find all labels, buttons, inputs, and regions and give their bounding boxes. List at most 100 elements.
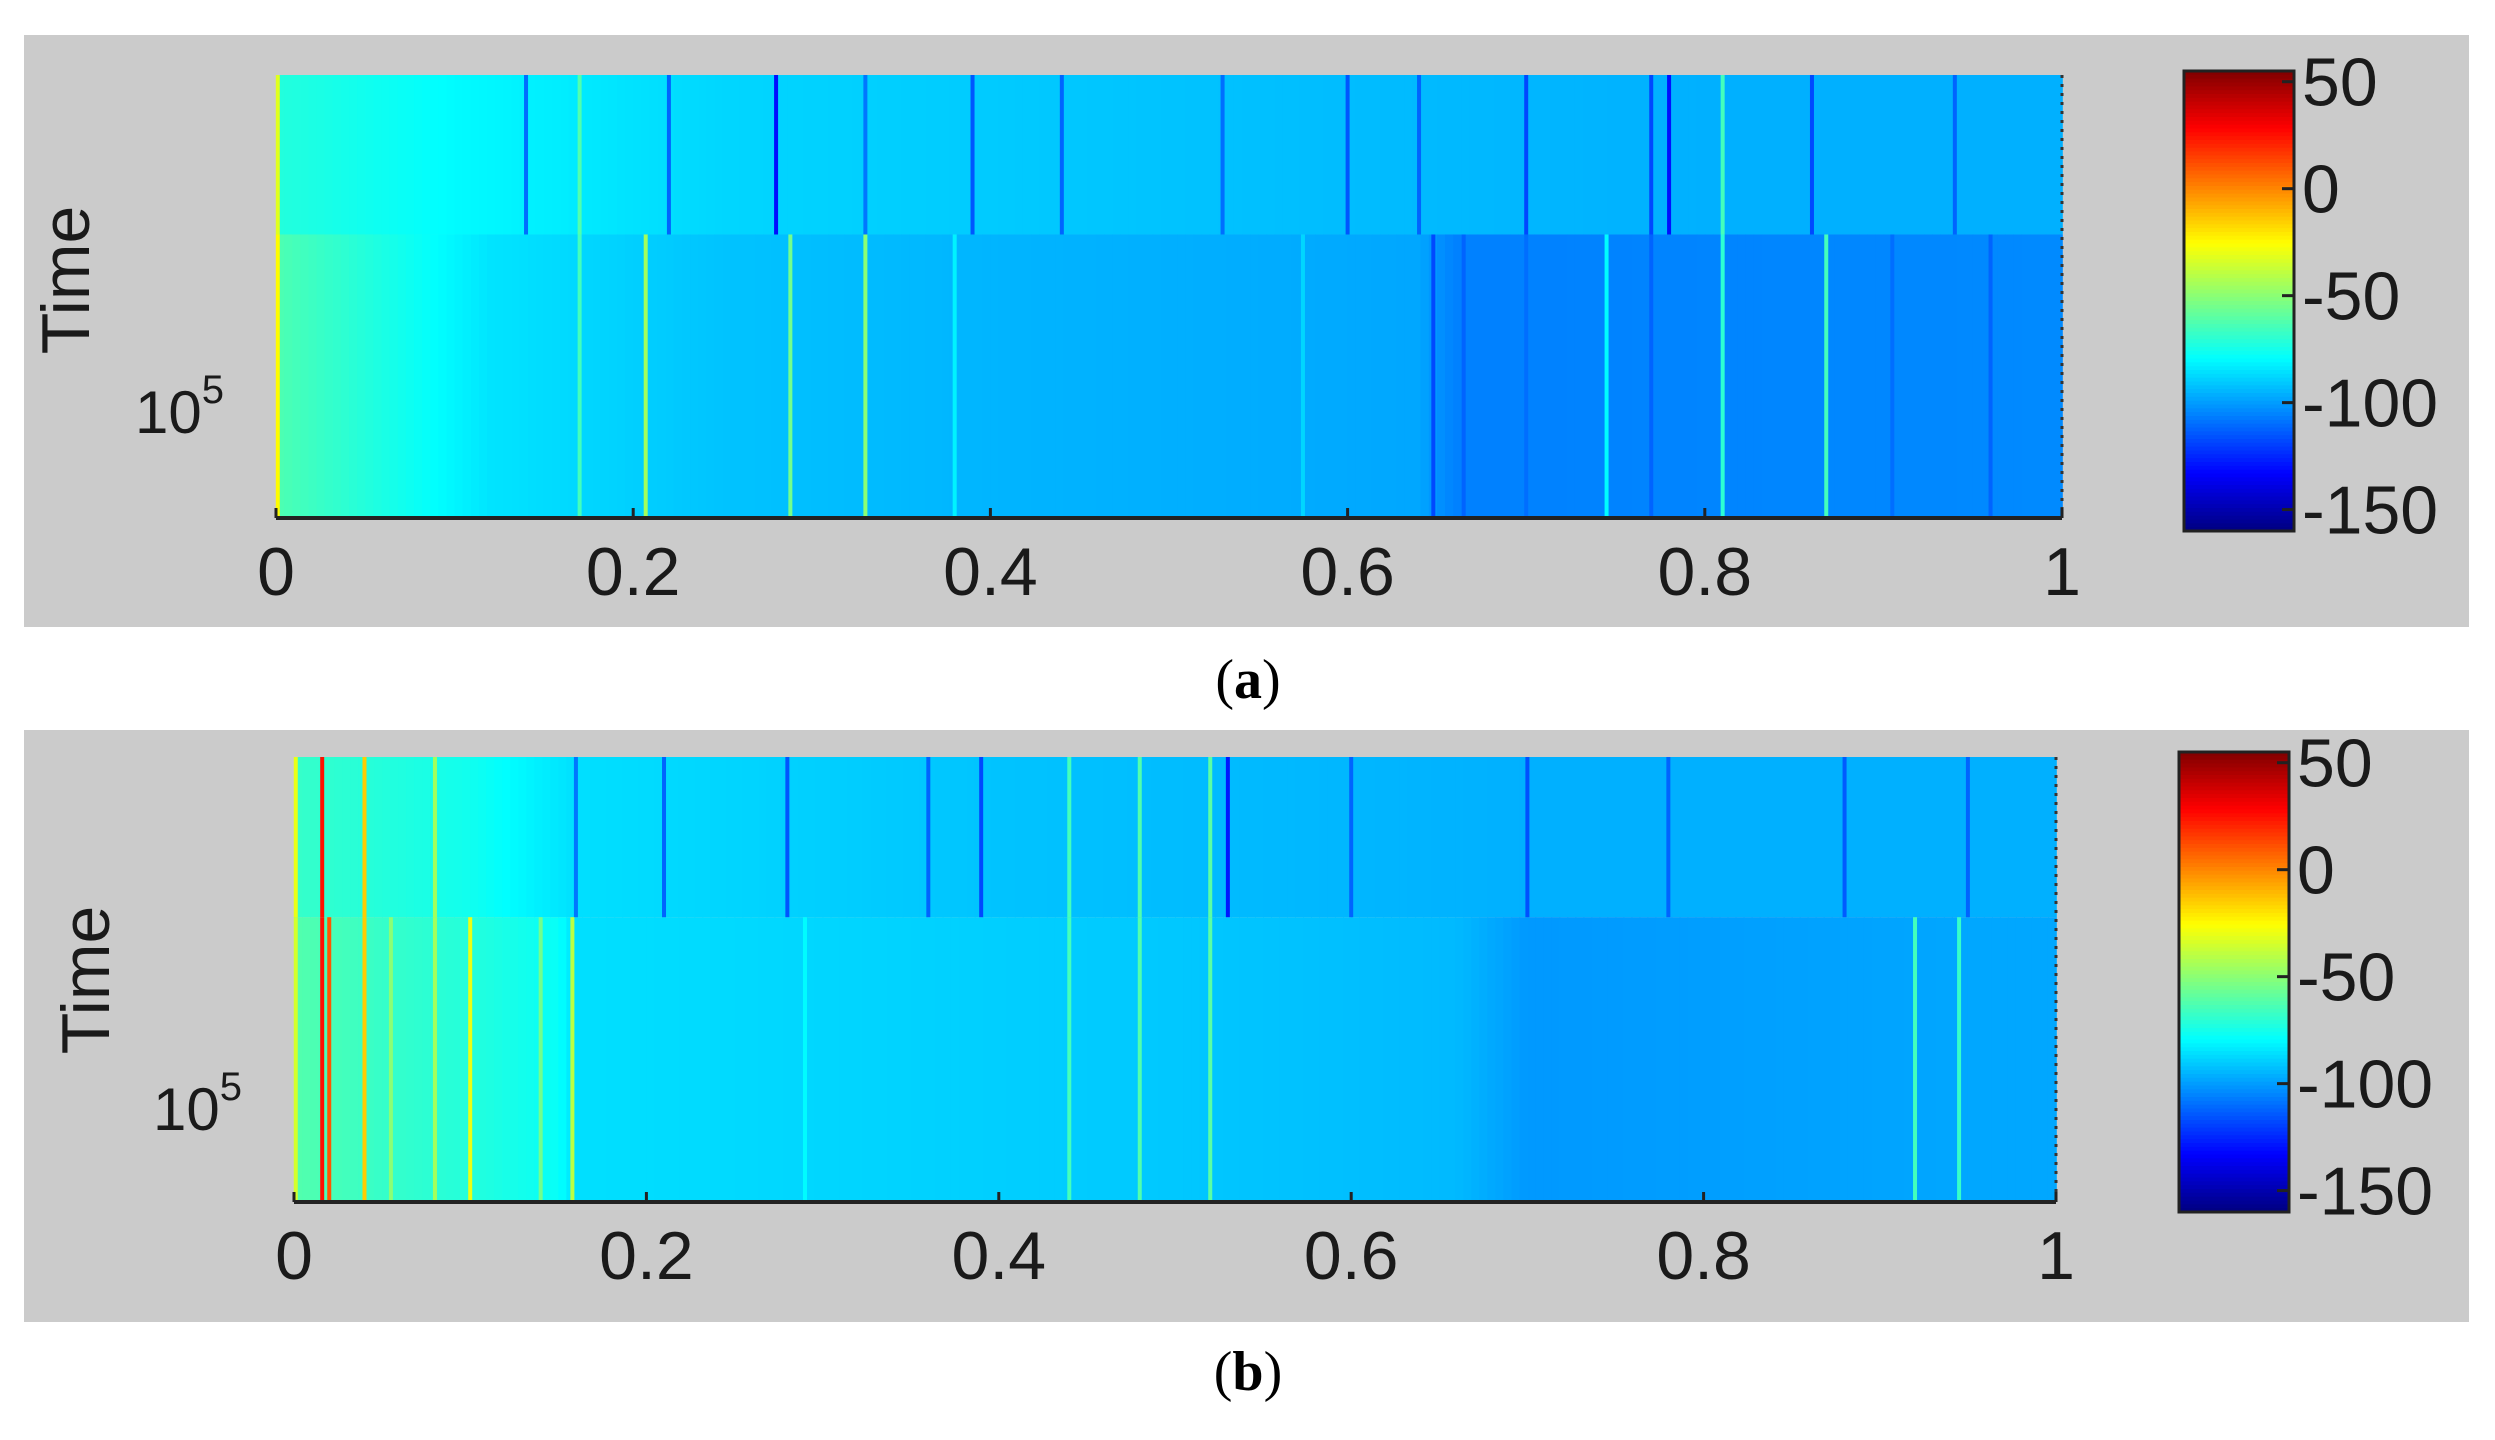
heatmap-cell-bottom: [1956, 234, 1966, 519]
caption-a-close: ): [1262, 649, 1281, 711]
colorbar-segment: [2179, 847, 2289, 853]
y-axis-label: Time: [28, 206, 104, 355]
heatmap-cell-bottom: [694, 917, 704, 1202]
colorbar-segment: [2184, 350, 2294, 356]
heatmap-cell-bottom: [560, 234, 570, 519]
heatmap-line-bottom: [1461, 234, 1466, 519]
colorbar-segment: [2184, 151, 2294, 156]
colorbar-tick-label: -100: [2302, 366, 2438, 442]
heatmap-cell-top: [1509, 75, 1519, 235]
colorbar-segment: [2179, 778, 2289, 784]
heatmap-cell-bottom: [592, 234, 602, 519]
heatmap-cell-bottom: [1743, 917, 1753, 1202]
heatmap-cell-top: [673, 75, 683, 235]
colorbar-segment: [2179, 763, 2289, 768]
heatmap-cell-top: [1199, 757, 1208, 918]
heatmap-cell-top: [1371, 75, 1381, 235]
colorbar-segment: [2179, 867, 2289, 872]
heatmap-cell-top: [294, 757, 303, 918]
colorbar-segment: [2184, 358, 2294, 363]
heatmap-cell-top: [389, 75, 399, 235]
heatmap-cell-bottom: [1915, 234, 1925, 519]
colorbar-segment: [2179, 836, 2289, 841]
heatmap-cell-top: [1671, 757, 1681, 918]
heatmap-cell-bottom: [1420, 234, 1430, 519]
heatmap-cell-top: [462, 75, 472, 235]
heatmap-cell-bottom: [1150, 917, 1160, 1202]
heatmap-cell-bottom: [1863, 917, 1873, 1202]
colorbar-segment: [2179, 859, 2289, 864]
heatmap-cell-bottom: [1487, 917, 1497, 1202]
heatmap-cell-top: [1335, 757, 1344, 918]
x-tick-label: 1: [2037, 1218, 2075, 1294]
heatmap-cell-bottom: [1315, 234, 1325, 519]
colorbar-segment: [2184, 316, 2294, 321]
heatmap-cell-top: [702, 757, 712, 918]
heatmap-cell-top: [2053, 75, 2063, 235]
heatmap-cell-bottom: [582, 917, 592, 1202]
heatmap-cell-top: [1471, 757, 1481, 918]
heatmap-cell-top: [1712, 75, 1722, 235]
heatmap-cell-top: [503, 75, 513, 235]
heatmap-cell-top: [1855, 757, 1865, 918]
colorbar-segment: [2184, 408, 2294, 413]
heatmap-cell-top: [1086, 757, 1096, 918]
heatmap-cell-top: [678, 757, 688, 918]
colorbar-segment: [2184, 278, 2294, 283]
heatmap-cell-bottom: [1855, 917, 1865, 1202]
heatmap-cell-top: [654, 757, 664, 918]
heatmap-cell-top: [1591, 75, 1601, 235]
colorbar-segment: [2184, 354, 2294, 360]
heatmap-cell-bottom: [1711, 917, 1721, 1202]
heatmap-cell-bottom: [886, 917, 896, 1202]
colorbar: 50 0 -50 -100 -150: [2177, 730, 2433, 1230]
heatmap-cell-top: [446, 757, 455, 918]
heatmap-cell-bottom: [1225, 234, 1235, 519]
heatmap-cell-top: [1583, 75, 1592, 235]
heatmap-cell-bottom: [754, 234, 764, 519]
colorbar-segment: [2184, 347, 2294, 352]
heatmap-cell-bottom: [2013, 234, 2023, 519]
heatmap-cell-top: [1935, 757, 1945, 918]
heatmap-cell-bottom: [606, 917, 616, 1202]
heatmap-cell-top: [566, 757, 576, 918]
heatmap-cell-top: [766, 757, 776, 918]
colorbar-segment: [2184, 431, 2294, 436]
colorbar-segment: [2184, 274, 2294, 279]
heatmap-cell-top: [614, 757, 624, 918]
heatmap-cell-bottom: [527, 234, 537, 519]
colorbar-segment: [2184, 500, 2294, 505]
heatmap-cell-top: [876, 75, 886, 235]
heatmap-cell-bottom: [1022, 917, 1032, 1202]
heatmap-cell-top: [1940, 75, 1950, 235]
heatmap-cell-bottom: [1126, 917, 1136, 1202]
caption-b: (b): [1148, 1340, 1348, 1404]
colorbar-segment: [2179, 1192, 2289, 1198]
heatmap-cell-bottom: [1199, 917, 1208, 1202]
heatmap-cell-top: [1518, 75, 1527, 235]
heatmap-line-top: [863, 75, 868, 235]
colorbar-tick-label: 50: [2297, 730, 2373, 802]
heatmap-cell-bottom: [1431, 917, 1441, 1202]
colorbar-segment: [2179, 1058, 2289, 1064]
heatmap-cell-top: [2031, 757, 2041, 918]
heatmap-cell-top: [910, 757, 920, 918]
heatmap-cell-top: [550, 757, 560, 918]
heatmap-cell-bottom: [1948, 234, 1958, 519]
colorbar-segment: [2179, 1070, 2289, 1075]
heatmap-cell-top: [2047, 757, 2057, 918]
heatmap-cell-top: [1351, 757, 1361, 918]
colorbar-segment: [2184, 381, 2294, 386]
heatmap-cell-bottom: [894, 917, 904, 1202]
heatmap-cell-bottom: [990, 234, 1000, 519]
colorbar-segment: [2179, 1189, 2289, 1194]
heatmap-cell-top: [1399, 757, 1409, 918]
heatmap-cell-bottom: [1631, 234, 1641, 519]
heatmap-cell-top: [470, 75, 480, 235]
heatmap-cell-bottom: [1823, 917, 1833, 1202]
heatmap-cell-bottom: [1501, 234, 1511, 519]
heatmap-cell-bottom: [1753, 234, 1763, 519]
colorbar-segment: [2179, 1112, 2289, 1117]
heatmap-cell-bottom: [324, 234, 334, 519]
heatmap-cell-top: [819, 75, 829, 235]
